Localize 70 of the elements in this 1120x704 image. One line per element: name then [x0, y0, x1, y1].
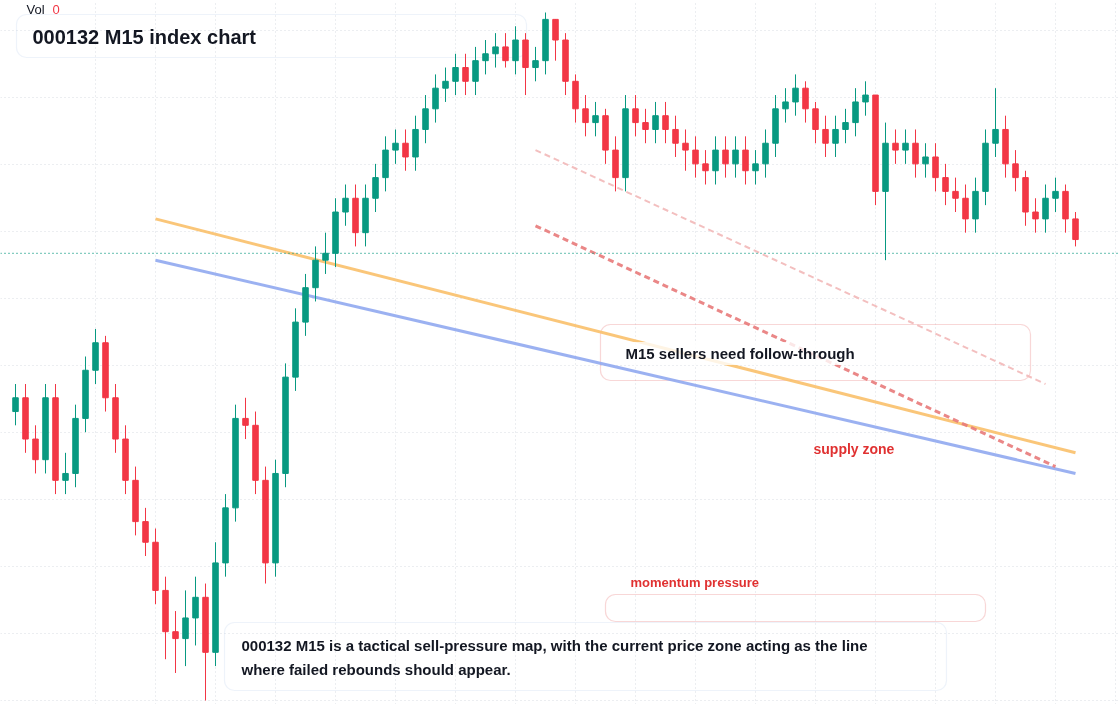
- annotation: supply zone: [813, 440, 895, 457]
- candlestick: [582, 94, 589, 137]
- candlestick: [1052, 177, 1059, 213]
- candlestick: [812, 101, 819, 144]
- candlestick: [1072, 211, 1079, 247]
- candlestick: [692, 135, 699, 179]
- candlestick: [32, 424, 39, 474]
- candlestick: [942, 163, 949, 206]
- candlestick: [902, 128, 909, 165]
- candlestick: [672, 115, 679, 158]
- candlestick: [462, 53, 469, 96]
- candlestick: [722, 135, 729, 179]
- candlestick: [782, 87, 789, 124]
- candlestick: [862, 80, 869, 117]
- candlestick: [342, 184, 349, 227]
- candlestick: [682, 128, 689, 172]
- candlestick: [632, 94, 639, 137]
- annotation: momentum pressure: [630, 575, 760, 590]
- candlestick: [62, 452, 69, 495]
- candlestick: [652, 101, 659, 144]
- annotation: 000132 M15 is a tactical sell-pressure map, with the current price zone acting as the line where failed rebounds should appear.: [240, 636, 868, 679]
- candlestick: [432, 73, 439, 124]
- candlestick: [442, 67, 449, 103]
- candlestick: [492, 32, 499, 69]
- candlestick: [242, 397, 249, 440]
- candlestick: [12, 383, 19, 426]
- candlestick: [372, 163, 379, 213]
- candlestick: [952, 177, 959, 213]
- annotation: 0: [52, 2, 60, 17]
- candlestick: [422, 94, 429, 144]
- candlestick: [532, 46, 539, 82]
- candlestick: [642, 108, 649, 144]
- candlestick: [172, 610, 179, 674]
- candlestick: [792, 73, 799, 117]
- candlestick: [402, 128, 409, 172]
- candlestick: [552, 18, 559, 62]
- candlestick: [702, 149, 709, 185]
- candlestick: [182, 589, 189, 667]
- candlestick: [392, 128, 399, 165]
- candlestick: [482, 39, 489, 75]
- candlestick: [852, 87, 859, 137]
- candlestick: [1032, 197, 1039, 234]
- candlestick: [142, 507, 149, 557]
- candlestick: [892, 128, 899, 165]
- candlestick: [472, 46, 479, 96]
- candlestick: [912, 128, 919, 179]
- candlestick: [192, 576, 199, 646]
- candlestick: [962, 184, 969, 234]
- candlestick: [922, 142, 929, 179]
- candlestick: [592, 101, 599, 137]
- candlestick: [732, 135, 739, 179]
- candlestick: [832, 115, 839, 158]
- candlestick: [992, 87, 999, 158]
- candlestick: [1012, 149, 1019, 192]
- candlestick: [752, 149, 759, 185]
- candlestick: [802, 80, 809, 124]
- candlestick: [712, 135, 719, 185]
- candlestick: [452, 53, 459, 96]
- candlestick: [1042, 184, 1049, 234]
- candlestick: [742, 135, 749, 185]
- text: 000132 M15 index chart: [32, 25, 257, 48]
- annotation: Vol: [26, 2, 45, 17]
- candlestick: [842, 108, 849, 144]
- candlestick: [822, 115, 829, 158]
- candlestick: [512, 25, 519, 75]
- candlestick: [662, 101, 669, 144]
- candlestick: [932, 142, 939, 192]
- candlestick: [502, 32, 509, 69]
- candlestick: [762, 128, 769, 179]
- annotation: M15 sellers need follow-through: [625, 345, 855, 362]
